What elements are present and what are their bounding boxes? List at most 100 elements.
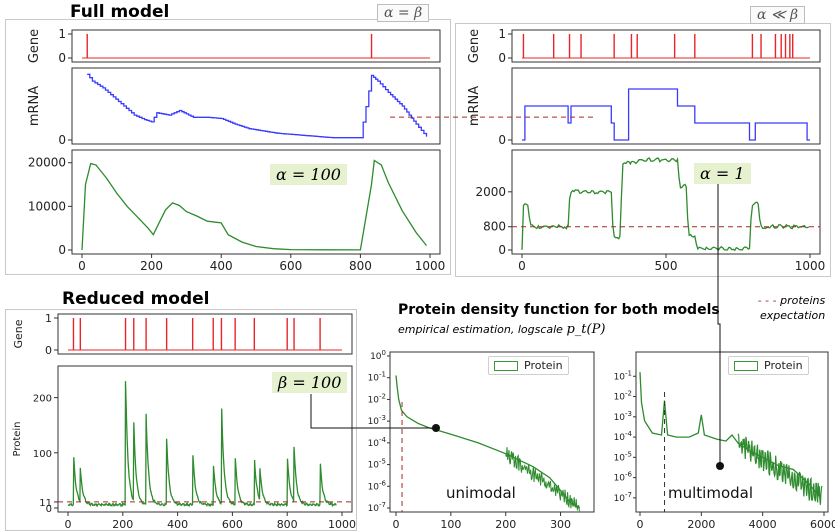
- y-tick-label: 10000: [28, 199, 66, 213]
- y-axis-label: Protein: [12, 421, 23, 456]
- legend-label: Protein: [764, 359, 803, 372]
- x-tick-label: 800: [349, 259, 372, 273]
- y-tick-label: 10-6: [368, 479, 387, 492]
- x-tick-label: 0: [518, 259, 526, 273]
- density-title: Protein density function for both models: [398, 302, 720, 318]
- reduced-model-title: Reduced model: [62, 289, 210, 309]
- sparse-protein-series: [521, 156, 810, 252]
- y-tick-label: 800: [483, 220, 506, 234]
- x-tick-label: 0: [637, 518, 644, 531]
- y-tick-label: 10-7: [614, 491, 632, 504]
- x-tick-label: 600: [222, 518, 243, 531]
- legend-label: Protein: [524, 359, 563, 372]
- y-tick-label: 0: [498, 133, 506, 147]
- x-tick-label: 0: [393, 518, 400, 531]
- x-tick-label: 500: [655, 259, 678, 273]
- x-tick-label: 1000: [328, 518, 356, 531]
- y-tick-label: 1: [58, 27, 66, 41]
- y-tick-label: 10-3: [368, 414, 386, 427]
- y-tick-label: 10-5: [368, 458, 386, 471]
- density-symbol: p_t(P): [566, 322, 606, 337]
- alpha-eq-beta-label: α = β: [377, 4, 430, 22]
- alpha-ll-beta-label: α ≪ β: [750, 6, 806, 24]
- beta-connector-dot: [432, 424, 440, 432]
- sparse_mrna-series: [522, 88, 810, 141]
- x-tick-label: 800: [277, 518, 298, 531]
- y-tick-label: 10-2: [614, 390, 632, 403]
- y-tick-label: 10-6: [614, 471, 633, 484]
- density-subtitle: empirical estimation, logscale p_t(P): [398, 322, 605, 337]
- y-axis-label: Gene: [12, 319, 25, 348]
- x-tick-label: 0: [65, 518, 72, 531]
- y-tick-label: 100: [33, 449, 52, 460]
- unimodal-tail: [505, 447, 580, 512]
- x-tick-label: 1000: [415, 259, 446, 273]
- y-tick-label: 1: [45, 312, 52, 325]
- legend-multimodal: Protein: [728, 356, 809, 375]
- y-tick-label: 10-1: [614, 369, 632, 382]
- x-tick-label: 200: [140, 259, 163, 273]
- y-axis-label: Gene: [27, 29, 42, 63]
- density-subtitle-text: empirical estimation, logscale: [398, 323, 563, 336]
- unimodal-label: unimodal: [446, 484, 516, 502]
- x-tick-label: 1000: [795, 259, 826, 273]
- expectation-dash-sample: - - -: [757, 294, 777, 307]
- y-tick-label: 0: [58, 51, 66, 65]
- expectation-label-line1: proteins: [780, 294, 826, 307]
- reduced_protein-frame: [57, 365, 353, 513]
- x-tick-label: 300: [550, 518, 571, 531]
- sparse_mrna-frame: [511, 67, 821, 145]
- full-mrna-series: [87, 73, 428, 139]
- expectation-label-line2: expectation: [760, 309, 826, 322]
- y-tick-label: 2000: [475, 185, 506, 199]
- y-axis-label: Gene: [467, 29, 482, 63]
- multimodal-label: multimodal: [668, 484, 754, 502]
- reduced-protein-series: [67, 381, 337, 508]
- proteins-expectation-note: - - - proteins expectation: [752, 293, 825, 323]
- y-axis-label: mRNA: [27, 86, 42, 126]
- y-tick-label: 10-3: [614, 410, 632, 423]
- y-tick-label: 10-2: [368, 392, 386, 405]
- beta-connector-line: [310, 394, 436, 429]
- y-tick-label: 0: [46, 504, 52, 515]
- x-tick-label: 100: [440, 518, 461, 531]
- legend-swatch: [734, 360, 758, 371]
- density_multimodal-frame: [635, 351, 829, 513]
- beta-100-annotation: β = 100: [272, 372, 348, 393]
- alpha-connector-dot: [716, 462, 724, 470]
- density_unimodal-frame: [389, 351, 595, 513]
- x-tick-label: 6000: [810, 518, 835, 531]
- y-tick-label: 100: [370, 349, 386, 362]
- x-tick-label: 200: [112, 518, 133, 531]
- y-tick-label: 0: [498, 243, 506, 257]
- y-tick-label: 10-7: [368, 501, 386, 514]
- alpha-connector-line: [717, 182, 721, 466]
- y-tick-label: 11: [39, 498, 52, 509]
- full-model-title: Full model: [70, 2, 170, 22]
- sparse_gene-frame: [511, 29, 821, 63]
- y-tick-label: 1: [498, 27, 506, 41]
- y-tick-label: 200: [33, 394, 52, 405]
- y-tick-label: 10-4: [368, 436, 387, 449]
- y-tick-label: 10-1: [368, 371, 386, 384]
- x-tick-label: 400: [210, 259, 233, 273]
- y-tick-label: 10-4: [614, 430, 633, 443]
- y-tick-label: 0: [58, 133, 66, 147]
- alpha-100-annotation: α = 100: [270, 164, 347, 185]
- y-tick-label: 0: [45, 344, 52, 357]
- x-tick-label: 4000: [749, 518, 777, 531]
- y-axis-label: mRNA: [467, 86, 482, 126]
- y-tick-label: 10-5: [614, 450, 632, 463]
- x-tick-label: 0: [78, 259, 86, 273]
- legend-swatch: [494, 360, 518, 371]
- x-tick-label: 2000: [687, 518, 715, 531]
- x-tick-label: 600: [279, 259, 302, 273]
- x-tick-label: 400: [167, 518, 188, 531]
- legend-unimodal: Protein: [488, 356, 569, 375]
- reduced_gene-frame: [57, 313, 353, 355]
- full_gene-frame: [71, 29, 441, 63]
- sparse_protein-frame: [511, 149, 821, 255]
- x-tick-label: 200: [495, 518, 516, 531]
